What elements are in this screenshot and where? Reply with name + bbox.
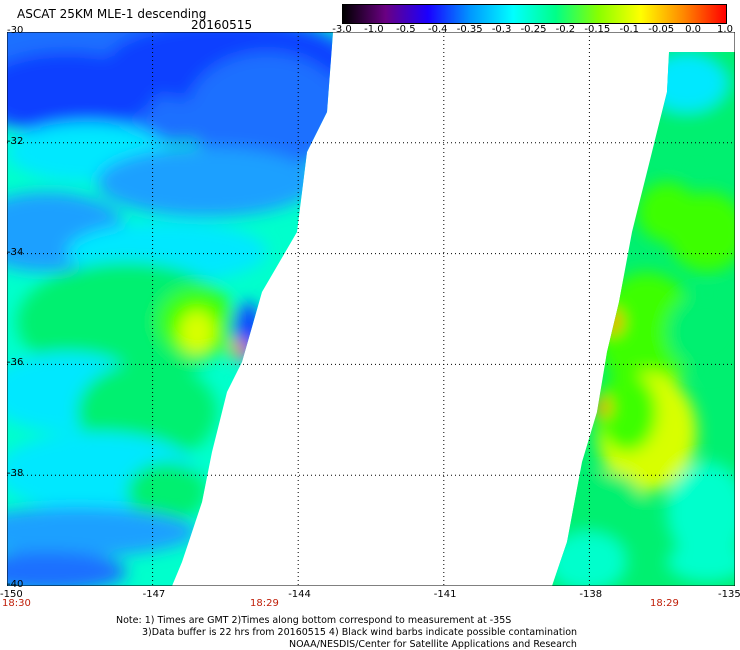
left-swath-field [7, 52, 157, 132]
colorbar-tick-label: -0.5 [396, 24, 416, 35]
time-label-left: 18:30 [2, 598, 31, 609]
colorbar-tick-label: -0.25 [520, 24, 547, 35]
right-swath [552, 52, 735, 586]
colorbar-tick-label: -0.15 [584, 24, 611, 35]
longitude-tick-label: -135 [718, 589, 740, 600]
figure-title: ASCAT 25KM MLE-1 descending [17, 7, 207, 21]
latitude-tick-label: -34 [7, 246, 24, 258]
latitude-tick-label: -32 [7, 135, 24, 147]
colorbar-tick-label: -0.05 [648, 24, 675, 35]
longitude-tick-label: -150 [0, 589, 23, 600]
left-swath-field [187, 52, 333, 172]
colorbar-ticks: -3.0 -1.0 -0.5 -0.4 -0.35 -0.3 -0.25 -0.2 -0.15-… [332, 24, 733, 36]
colorbar-tick-label: -0.1 [619, 24, 640, 35]
right-swath-field [667, 462, 735, 562]
left-swath-field [7, 507, 197, 557]
right-swath-field [597, 372, 657, 452]
left-swath-field [231, 340, 247, 360]
latitude-tick-label: -30 [7, 25, 24, 36]
map-plot [7, 32, 735, 586]
figure-date: 20160515 [191, 18, 253, 32]
longitude-tick-label: -141 [433, 589, 457, 600]
right-swath-field [637, 182, 697, 242]
map-panel [7, 32, 735, 586]
latitude-tick-label: -36 [7, 357, 24, 369]
colorbar-tick-label: 0.0 [685, 24, 702, 35]
right-swath-field [667, 292, 735, 372]
colorbar-tick-label: -0.2 [555, 24, 576, 35]
time-label-middle: 18:29 [250, 598, 279, 609]
longitude-tick-label: -138 [579, 589, 603, 600]
right-swath-field [647, 52, 727, 112]
note-line-3: NOAA/NESDIS/Center for Satellite Applica… [289, 639, 577, 650]
colorbar-tick-label: -3.0 [332, 24, 352, 35]
colorbar-tick-label: -0.35 [456, 24, 483, 35]
colorbar-tick-label: -1.0 [364, 24, 384, 35]
left-swath-field [179, 310, 215, 354]
latitude-tick-label: -38 [7, 468, 24, 480]
right-swath-field [552, 532, 627, 586]
left-swath-field [97, 147, 317, 217]
right-swath-field [667, 542, 735, 582]
left-swath-field [7, 552, 127, 586]
left-swath-field [127, 462, 207, 522]
colorbar-tick-label: -0.3 [491, 24, 512, 35]
longitude-tick-label: -147 [142, 589, 166, 600]
graticule [7, 32, 735, 586]
colorbar [342, 4, 727, 24]
colorbar-tick-label: -0.4 [427, 24, 448, 35]
note-line-1: Note: 1) Times are GMT 2)Times along bot… [116, 615, 512, 626]
colorbar-tick-label: 1.0 [717, 24, 733, 35]
right-swath-field [594, 397, 610, 417]
time-label-right: 18:29 [650, 598, 679, 609]
left-swath [7, 32, 333, 586]
note-line-2: 3)Data buffer is 22 hrs from 20160515 4)… [142, 627, 578, 638]
right-swath-field [602, 310, 622, 334]
right-swath-field [597, 272, 697, 392]
longitude-tick-label: -144 [288, 589, 311, 600]
latitude-tick-label: -40 [7, 579, 24, 590]
